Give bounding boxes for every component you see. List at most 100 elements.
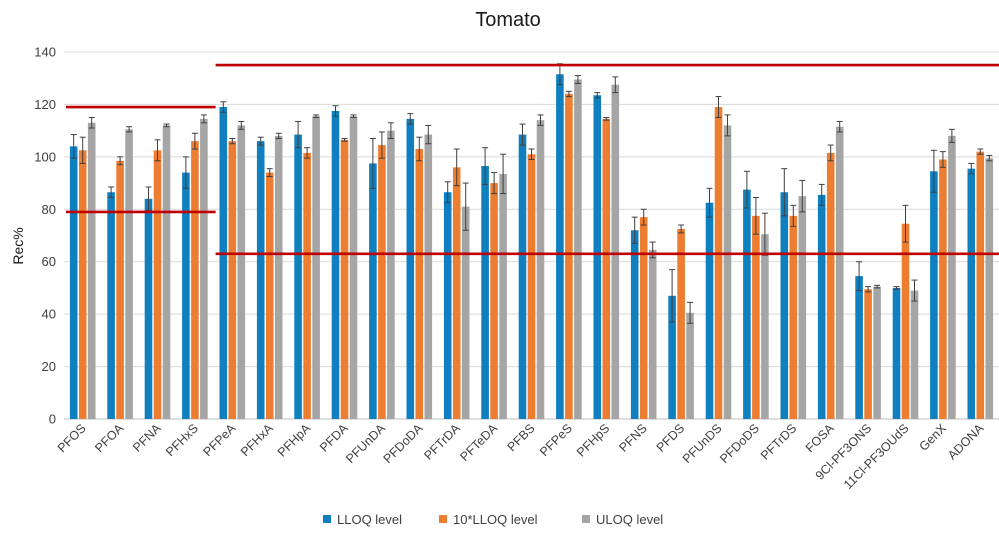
- bar-10-lloq-level-9cl-pf3ons: [864, 289, 872, 419]
- bar-uloq-level-pfns: [648, 249, 657, 419]
- x-tick-label: PFHxA: [238, 421, 276, 459]
- x-tick-labels: PFOS PFOA PFNA PFHxS PFPeA PFHxA PFHpA PFDAPFUn…: [55, 421, 987, 492]
- bar-10-lloq-level-pfhxa: [265, 172, 274, 419]
- bar-lloq-level-pfds: [668, 295, 676, 419]
- x-tick-label: PFHxS: [163, 421, 201, 459]
- bar-uloq-level-pfpea: [237, 125, 246, 420]
- bar-lloq-level-pftrda: [443, 192, 452, 419]
- bar-uloq-level-genx: [948, 135, 956, 419]
- bar-10-lloq-level-pfna: [153, 150, 162, 419]
- bar-uloq-level-pfds: [686, 312, 694, 419]
- x-tick-label: PFBS: [505, 421, 538, 454]
- legend-swatch: [323, 515, 331, 523]
- bar-10-lloq-level-pfdoda: [415, 148, 424, 419]
- x-tick-label: PFUnDS: [680, 421, 725, 466]
- bar-uloq-level-pftrds: [798, 196, 807, 419]
- x-tick-label: PFOA: [92, 421, 126, 455]
- x-tick-label: PFHpA: [275, 421, 314, 460]
- bar-lloq-level-pfhxs: [182, 172, 190, 419]
- bar-uloq-level-fosa: [835, 126, 844, 419]
- bar-10-lloq-level-pfdods: [752, 215, 760, 419]
- bar-10-lloq-level-11cl-pf3ouds: [901, 223, 910, 419]
- bar-lloq-level-pfpes: [556, 74, 564, 420]
- x-tick-label: PFDS: [654, 421, 687, 454]
- x-tick-label: PFTrDS: [758, 421, 799, 462]
- bar-10-lloq-level-pfhpa: [303, 152, 311, 420]
- x-tick-label: PFNA: [130, 421, 164, 455]
- x-tick-label: PFPeA: [201, 421, 239, 459]
- bar-lloq-level-adona: [967, 168, 976, 419]
- bar-uloq-level-pfhxa: [274, 135, 283, 419]
- y-tick-label: 60: [42, 254, 56, 269]
- x-tick-label: PFDoDA: [381, 421, 426, 466]
- bar-10-lloq-level-adona: [976, 151, 985, 419]
- bar-lloq-level-pfdoda: [406, 118, 415, 419]
- legend-swatch: [582, 515, 590, 523]
- y-tick-labels: 0 20 40 60 80 100 120 140: [34, 45, 56, 427]
- x-tick-label: PFDoDS: [717, 421, 762, 466]
- bar-uloq-level-11cl-pf3ouds: [910, 290, 919, 419]
- x-tick-label: PFDA: [317, 421, 351, 455]
- x-tick-label: PFNS: [616, 421, 649, 454]
- bar-10-lloq-level-pfbs: [527, 154, 536, 419]
- bar-uloq-level-pftrda: [461, 206, 470, 419]
- bar-10-lloq-level-pfhps: [602, 118, 611, 419]
- bar-lloq-level-pfunda: [369, 163, 377, 419]
- bars: [69, 74, 994, 420]
- bar-uloq-level-adona: [985, 158, 994, 420]
- y-tick-label: 40: [42, 307, 56, 322]
- bar-lloq-level-pfpea: [219, 107, 228, 420]
- bar-10-lloq-level-pfunda: [378, 145, 386, 419]
- bar-lloq-level-pfhpa: [294, 134, 302, 419]
- x-tick-label: PFPeS: [537, 421, 575, 459]
- legend-swatch: [439, 515, 447, 523]
- bar-10-lloq-level-pfoa: [116, 160, 124, 419]
- bar-lloq-level-pfda: [331, 110, 340, 419]
- bar-10-lloq-level-pfpes: [565, 93, 573, 419]
- bar-10-lloq-level-pftrds: [789, 215, 798, 419]
- x-tick-label: PFTeDA: [457, 421, 500, 464]
- y-tick-label: 20: [42, 359, 56, 374]
- y-tick-label: 80: [42, 202, 56, 217]
- bar-lloq-level-pfunds: [705, 202, 714, 419]
- bar-10-lloq-level-pftrda: [452, 167, 461, 419]
- y-tick-label: 100: [34, 149, 56, 164]
- bar-uloq-level-pfoa: [125, 129, 133, 419]
- bar-lloq-level-pfoa: [107, 192, 115, 419]
- bar-uloq-level-9cl-pf3ons: [873, 286, 881, 419]
- x-tick-label: ADONA: [945, 421, 987, 463]
- bar-uloq-level-pfpes: [574, 79, 582, 420]
- bar-uloq-level-pfhxs: [200, 118, 208, 419]
- bar-10-lloq-level-pfns: [639, 217, 648, 419]
- legend-label: 10*LLOQ level: [453, 512, 538, 527]
- bar-uloq-level-pfdods: [761, 234, 769, 419]
- x-tick-label: PFHpS: [574, 421, 612, 459]
- bar-lloq-level-11cl-pf3ouds: [892, 287, 901, 419]
- bar-10-lloq-level-fosa: [826, 152, 835, 420]
- bar-uloq-level-pfdoda: [424, 134, 433, 419]
- bar-10-lloq-level-pfds: [677, 228, 685, 419]
- bar-uloq-level-pfna: [162, 125, 171, 420]
- bar-10-lloq-level-pfteda: [490, 183, 498, 419]
- bar-lloq-level-pfns: [630, 230, 639, 419]
- y-tick-label: 120: [34, 97, 56, 112]
- bar-lloq-level-pfos: [69, 146, 78, 419]
- bar-uloq-level-pfbs: [536, 120, 545, 420]
- bar-lloq-level-genx: [930, 171, 938, 419]
- bar-uloq-level-pfunds: [723, 125, 732, 420]
- bar-10-lloq-level-pfpea: [228, 141, 237, 419]
- x-tick-label: GenX: [917, 421, 950, 454]
- reference-lines: [66, 63, 999, 256]
- legend-label: LLOQ level: [337, 512, 402, 527]
- bar-lloq-level-pfna: [144, 198, 153, 419]
- y-tick-label: 140: [34, 45, 56, 60]
- bar-uloq-level-pfos: [87, 122, 96, 420]
- bar-10-lloq-level-genx: [939, 159, 947, 419]
- bar-uloq-level-pfda: [349, 116, 358, 419]
- bar-uloq-level-pfunda: [387, 130, 395, 419]
- x-tick-label: FOSA: [803, 421, 837, 455]
- bar-lloq-level-pftrds: [780, 192, 789, 419]
- bar-lloq-level-9cl-pf3ons: [855, 276, 863, 419]
